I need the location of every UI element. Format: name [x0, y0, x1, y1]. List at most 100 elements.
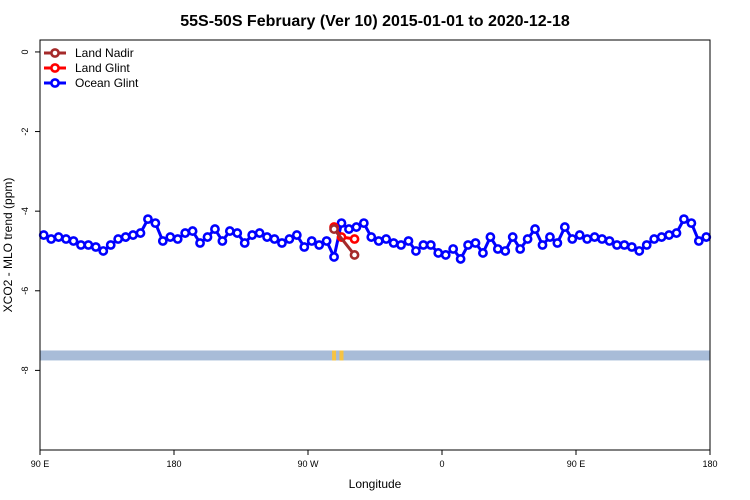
- series-land-nadir: [329, 224, 360, 260]
- data-point: [195, 238, 205, 248]
- data-point: [455, 254, 466, 264]
- data-point: [165, 232, 176, 242]
- x-tick-label: 90 E: [567, 459, 586, 469]
- x-axis: 90 E 180 90 W 0 90 E 180: [31, 450, 718, 469]
- legend-item: Land Glint: [44, 61, 130, 75]
- data-point: [671, 228, 682, 238]
- data-point: [388, 238, 399, 248]
- data-point: [552, 238, 563, 248]
- data-point: [180, 228, 191, 238]
- data-point: [403, 236, 414, 246]
- data-point: [664, 230, 674, 240]
- data-point: [113, 234, 124, 244]
- data-point: [485, 232, 496, 242]
- data-point: [321, 236, 332, 246]
- data-point: [299, 242, 310, 252]
- data-point: [157, 236, 168, 246]
- x-tick-label: 0: [439, 459, 444, 469]
- data-point: [306, 236, 317, 246]
- legend-marker: [50, 78, 60, 88]
- data-point: [38, 230, 49, 240]
- series-ocean-glint: [38, 214, 712, 264]
- data-point: [262, 232, 272, 242]
- data-point: [135, 228, 146, 238]
- data-point: [46, 234, 57, 244]
- data-point: [269, 234, 280, 244]
- data-point: [574, 230, 585, 240]
- plot-frame: [39, 39, 711, 451]
- data-point: [53, 232, 64, 242]
- data-point: [701, 232, 712, 242]
- data-point: [150, 218, 161, 229]
- data-point: [649, 234, 660, 244]
- data-point: [351, 222, 362, 232]
- data-point: [254, 228, 265, 238]
- legend-marker: [50, 63, 60, 73]
- data-point: [500, 246, 511, 256]
- data-point: [314, 240, 325, 250]
- data-point: [329, 224, 339, 234]
- data-point: [128, 230, 138, 240]
- data-point: [239, 238, 250, 248]
- legend-label: Ocean Glint: [75, 76, 139, 90]
- data-point: [291, 230, 302, 240]
- data-point: [366, 232, 377, 242]
- data-point: [344, 224, 354, 234]
- data-point: [90, 242, 101, 252]
- data-point: [349, 234, 360, 244]
- x-tick-label: 90 E: [31, 459, 50, 469]
- data-point: [224, 226, 235, 236]
- data-point: [381, 234, 392, 244]
- data-point: [425, 240, 436, 250]
- data-point: [641, 240, 652, 250]
- data-point: [559, 222, 570, 232]
- x-axis-label: Longitude: [349, 477, 402, 491]
- series-layer: [38, 214, 712, 264]
- data-point: [589, 232, 600, 242]
- data-point: [522, 234, 533, 244]
- y-tick-label: 0: [20, 49, 30, 54]
- data-point: [83, 240, 94, 250]
- data-point: [463, 240, 473, 250]
- data-point: [358, 218, 369, 229]
- data-point: [396, 240, 406, 250]
- x-tick-label: 180: [702, 459, 717, 469]
- land-strip-accent: [332, 350, 337, 361]
- data-point: [76, 240, 86, 250]
- y-axis: 0 -2 -4 -6 -8: [20, 49, 40, 374]
- legend-item: Ocean Glint: [44, 76, 139, 90]
- plot-area: [38, 39, 712, 451]
- data-point: [329, 252, 339, 262]
- y-tick-label: -2: [20, 128, 30, 136]
- data-point: [567, 234, 578, 244]
- data-point: [247, 230, 258, 240]
- data-point: [545, 232, 555, 242]
- y-tick-label: -4: [20, 207, 30, 215]
- data-point: [448, 244, 459, 254]
- data-point: [597, 234, 607, 244]
- legend-item: Land Nadir: [44, 46, 134, 60]
- data-point: [336, 218, 347, 229]
- data-point: [634, 246, 645, 256]
- data-point: [210, 224, 220, 234]
- data-point: [478, 248, 488, 258]
- data-point: [492, 244, 503, 254]
- data-point: [187, 226, 198, 236]
- x-tick-label: 180: [166, 459, 181, 469]
- data-point: [604, 236, 615, 246]
- data-point: [202, 232, 213, 242]
- data-point: [232, 228, 243, 238]
- y-tick-label: -6: [20, 287, 30, 295]
- data-point: [411, 246, 421, 256]
- data-point: [515, 244, 526, 254]
- data-point: [656, 232, 667, 242]
- data-point: [433, 248, 444, 258]
- data-point: [507, 232, 518, 242]
- data-point: [143, 214, 153, 225]
- data-point: [530, 224, 540, 234]
- land-strip: [40, 350, 710, 361]
- data-point: [105, 240, 116, 250]
- data-point: [582, 234, 593, 244]
